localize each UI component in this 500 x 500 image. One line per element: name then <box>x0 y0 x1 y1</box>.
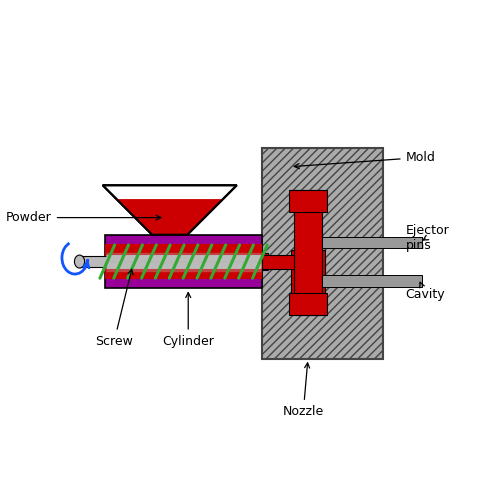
Bar <box>105 234 262 288</box>
Polygon shape <box>102 185 237 234</box>
Bar <box>294 190 322 315</box>
Bar <box>322 236 422 248</box>
Bar <box>77 256 110 266</box>
Text: Nozzle: Nozzle <box>282 363 324 418</box>
Bar <box>262 254 294 268</box>
Ellipse shape <box>74 255 85 268</box>
Polygon shape <box>116 199 223 234</box>
Bar <box>292 250 324 296</box>
Bar <box>289 292 327 315</box>
Bar <box>262 148 382 358</box>
Bar <box>289 190 327 212</box>
Bar <box>322 276 422 286</box>
Text: Cylinder: Cylinder <box>162 292 214 348</box>
Text: Powder: Powder <box>6 211 161 224</box>
Text: Ejector
pins: Ejector pins <box>406 224 450 252</box>
Text: Mold: Mold <box>294 151 436 168</box>
Text: Screw: Screw <box>96 270 133 347</box>
Bar <box>262 253 268 270</box>
Bar <box>105 244 262 279</box>
Text: Cavity: Cavity <box>406 282 446 302</box>
